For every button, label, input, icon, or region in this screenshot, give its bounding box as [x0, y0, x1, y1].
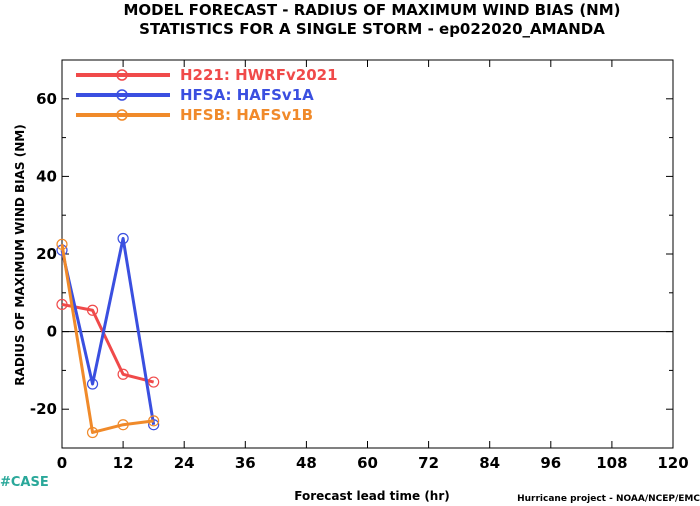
y-axis-ticks: -20 0 20 40 60: [30, 59, 673, 449]
legend-item: H221: HWRFv2021: [76, 66, 338, 84]
legend-swatch-marker: [116, 69, 128, 81]
x-tick-label: 120: [657, 454, 688, 472]
data-point: [86, 426, 99, 439]
legend: H221: HWRFv2021 HFSA: HAFSv1A HFSB: HAFSv1…: [76, 66, 338, 124]
y-axis-label: RADIUS OF MAXIMUM WIND BIAS (NM): [13, 124, 27, 385]
series-0: [56, 298, 160, 388]
x-tick-label: 0: [57, 454, 67, 472]
x-tick-label: 36: [235, 454, 256, 472]
data-point: [56, 238, 68, 250]
y-tick-label: 60: [36, 90, 57, 108]
y-tick-label: 40: [36, 167, 57, 185]
data-point: [117, 368, 129, 380]
chart-title: MODEL FORECAST - RADIUS OF MAXIMUM WIND …: [123, 1, 620, 19]
x-tick-label: 60: [357, 454, 378, 472]
x-tick-label: 72: [418, 454, 439, 472]
plot-area: [61, 59, 674, 449]
legend-swatch-marker: [116, 89, 128, 101]
data-point: [148, 376, 160, 388]
series-line: [61, 302, 155, 384]
x-tick-label: 48: [296, 454, 317, 472]
series-line: [60, 236, 156, 425]
x-axis-label: Forecast lead time (hr): [294, 489, 450, 503]
legend-label: HFSB: HAFSv1B: [180, 106, 313, 124]
case-tag: #CASE: [0, 475, 49, 490]
series-layer: [56, 232, 160, 439]
series-line: [60, 244, 154, 434]
legend-label: H221: HWRFv2021: [180, 66, 338, 84]
chart-subtitle: STATISTICS FOR A SINGLE STORM - ep022020…: [139, 20, 605, 38]
x-tick-label: 24: [174, 454, 195, 472]
x-tick-label: 108: [596, 454, 627, 472]
y-tick-label: 0: [47, 323, 57, 341]
legend-item: HFSA: HAFSv1A: [76, 86, 314, 104]
y-tick-label: 20: [36, 245, 57, 263]
x-tick-label: 96: [540, 454, 561, 472]
series-2: [56, 238, 160, 439]
legend-swatch-marker: [116, 109, 128, 121]
data-point: [117, 419, 129, 431]
data-point: [117, 232, 129, 245]
y-tick-label: -20: [30, 400, 57, 418]
plot-frame: [61, 59, 674, 449]
data-point: [86, 378, 99, 390]
x-tick-label: 12: [113, 454, 134, 472]
data-point: [148, 419, 160, 431]
data-point: [148, 415, 160, 427]
legend-label: HFSA: HAFSv1A: [180, 86, 314, 104]
data-point: [86, 304, 99, 316]
legend-item: HFSB: HAFSv1B: [76, 106, 313, 124]
x-axis-ticks: 0 12 24 36 48 60 72 84 96 108 120: [57, 60, 689, 472]
data-point: [56, 298, 68, 311]
credit-text: Hurricane project - NOAA/NCEP/EMC: [517, 494, 700, 504]
x-tick-label: 84: [479, 454, 500, 472]
